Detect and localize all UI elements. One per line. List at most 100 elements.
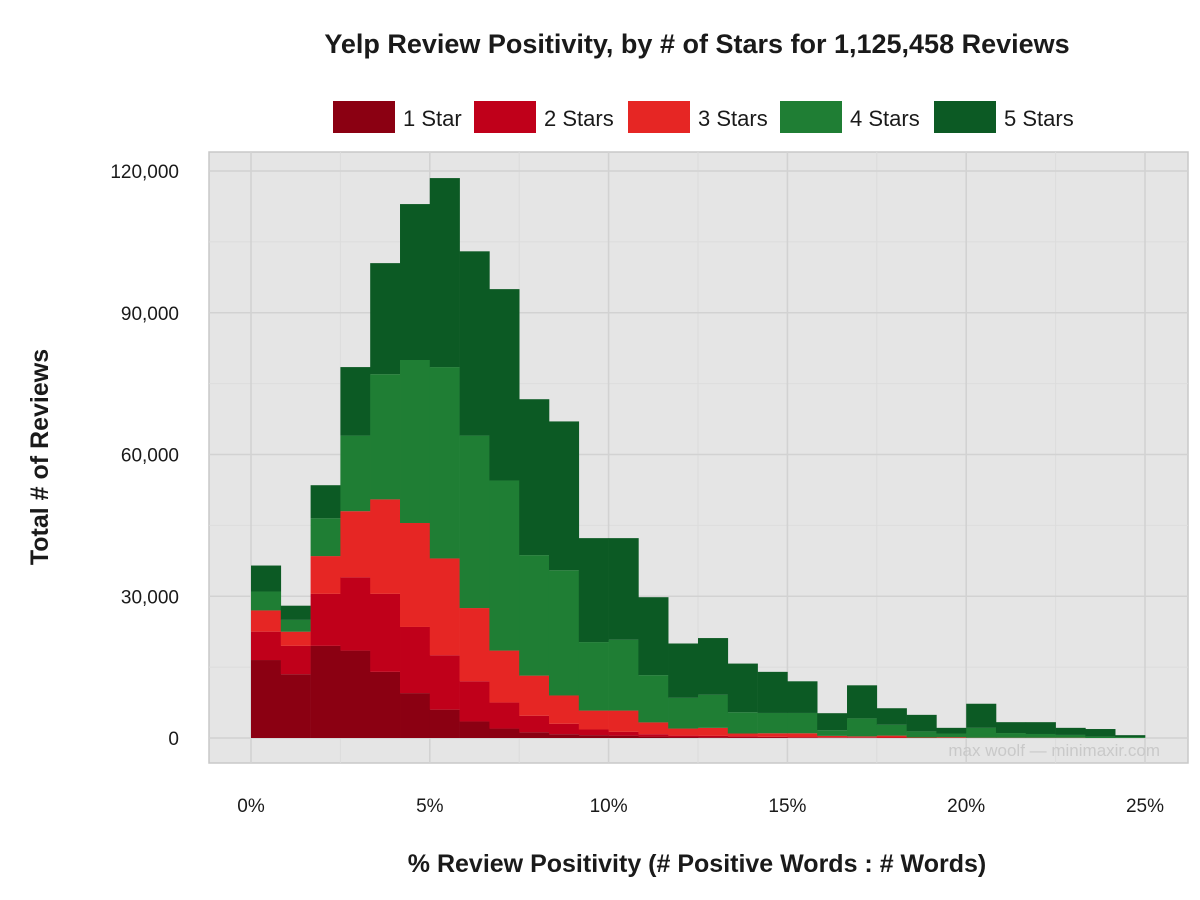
stacked-bars [251,178,1146,738]
bar-2-stars [519,715,550,733]
legend-label-2-stars: 2 Stars [544,106,614,131]
bar-3-stars [757,733,788,737]
bar-2-stars [310,593,341,646]
bar-5-stars [578,538,609,643]
bar-5-stars [906,714,937,732]
bar-1-star [698,737,729,738]
x-axis-title: % Review Positivity (# Positive Words : … [408,850,986,878]
bar-2-stars [757,736,788,738]
bar-5-stars [1025,722,1056,734]
bar-5-stars [638,597,669,676]
x-tick-label: 15% [768,796,806,817]
bar-4-stars [1055,734,1086,738]
bar-5-stars [787,681,818,713]
legend: 1 Star 2 Stars 3 Stars 4 Stars 5 Stars [333,101,1074,133]
bar-3-stars [489,650,520,703]
bar-5-stars [400,204,431,360]
bar-5-stars [995,722,1027,734]
bar-4-stars [1085,736,1116,738]
bar-4-stars [370,374,401,500]
bar-3-stars [698,727,729,736]
bar-2-stars [608,731,639,736]
bar-4-stars [1115,737,1146,738]
bar-1-star [519,732,550,738]
bar-3-stars [608,710,639,732]
x-tick-label: 5% [416,796,444,817]
chart-title: Yelp Review Positivity, by # of Stars fo… [324,29,1069,59]
y-tick-label: 60,000 [121,446,179,467]
bar-3-stars [817,735,848,738]
y-axis-ticks: 0 30,000 60,000 90,000 120,000 [110,162,179,750]
bar-5-stars [1085,729,1116,737]
bar-3-stars [400,523,431,627]
bar-1-star [370,671,401,738]
bar-5-stars [519,399,550,556]
bar-2-stars [459,681,490,722]
bar-3-stars [370,499,401,594]
bar-5-stars [1115,735,1146,738]
bar-3-stars [638,722,669,735]
legend-label-5-stars: 5 Stars [1004,106,1074,131]
bar-4-stars [280,619,311,632]
bar-1-star [638,736,669,738]
bar-5-stars [698,638,729,695]
bar-2-stars [638,734,669,737]
bar-5-stars [936,727,967,734]
legend-key-2-stars [474,101,536,133]
legend-label-4-stars: 4 Stars [850,106,920,131]
x-tick-label: 10% [590,796,628,817]
bar-4-stars [429,367,460,559]
bar-4-stars [847,718,878,737]
bar-2-stars [280,645,311,675]
legend-key-1-star [333,101,395,133]
x-axis-ticks: 0% 5% 10% 15% 20% 25% [237,796,1164,817]
bar-2-stars [251,631,282,661]
x-tick-label: 25% [1126,796,1164,817]
bar-5-stars [489,289,520,481]
legend-label-3-stars: 3 Stars [698,106,768,131]
bar-5-stars [757,671,788,713]
bar-4-stars [251,591,282,611]
bar-3-stars [668,728,699,736]
bar-2-stars [668,735,699,738]
bar-4-stars [817,730,848,736]
bar-5-stars [310,485,341,519]
bar-4-stars [548,570,580,696]
bar-3-stars [787,733,818,738]
bar-1-star [310,645,341,738]
bar-4-stars [727,712,758,734]
y-tick-label: 90,000 [121,304,179,325]
bar-5-stars [459,251,490,436]
bar-4-stars [400,360,431,524]
bar-4-stars [668,697,699,729]
bar-3-stars [251,610,282,632]
bar-3-stars [429,558,460,656]
bar-4-stars [489,480,520,651]
y-tick-label: 30,000 [121,587,179,608]
bar-2-stars [548,723,580,735]
bar-4-stars [787,712,818,734]
bar-5-stars [429,178,460,368]
bar-3-stars [310,556,341,594]
bar-5-stars [668,643,699,698]
bar-4-stars [1025,733,1056,738]
y-tick-label: 0 [168,729,179,750]
legend-key-3-stars [628,101,690,133]
bar-5-stars [1055,727,1086,735]
bar-4-stars [608,639,639,711]
legend-label-1-star: 1 Star [403,106,462,131]
y-axis-title: Total # of Reviews [26,349,54,565]
legend-key-5-stars [934,101,996,133]
bar-2-stars [698,735,729,738]
bar-1-star [251,660,282,738]
x-tick-label: 0% [237,796,265,817]
bar-2-stars [400,626,431,694]
bar-3-stars [519,675,550,716]
bar-4-stars [519,555,550,676]
bar-4-stars [936,733,967,738]
bar-4-stars [578,642,609,711]
bar-5-stars [608,538,639,640]
bar-1-star [668,737,699,738]
bar-3-stars [280,631,311,646]
